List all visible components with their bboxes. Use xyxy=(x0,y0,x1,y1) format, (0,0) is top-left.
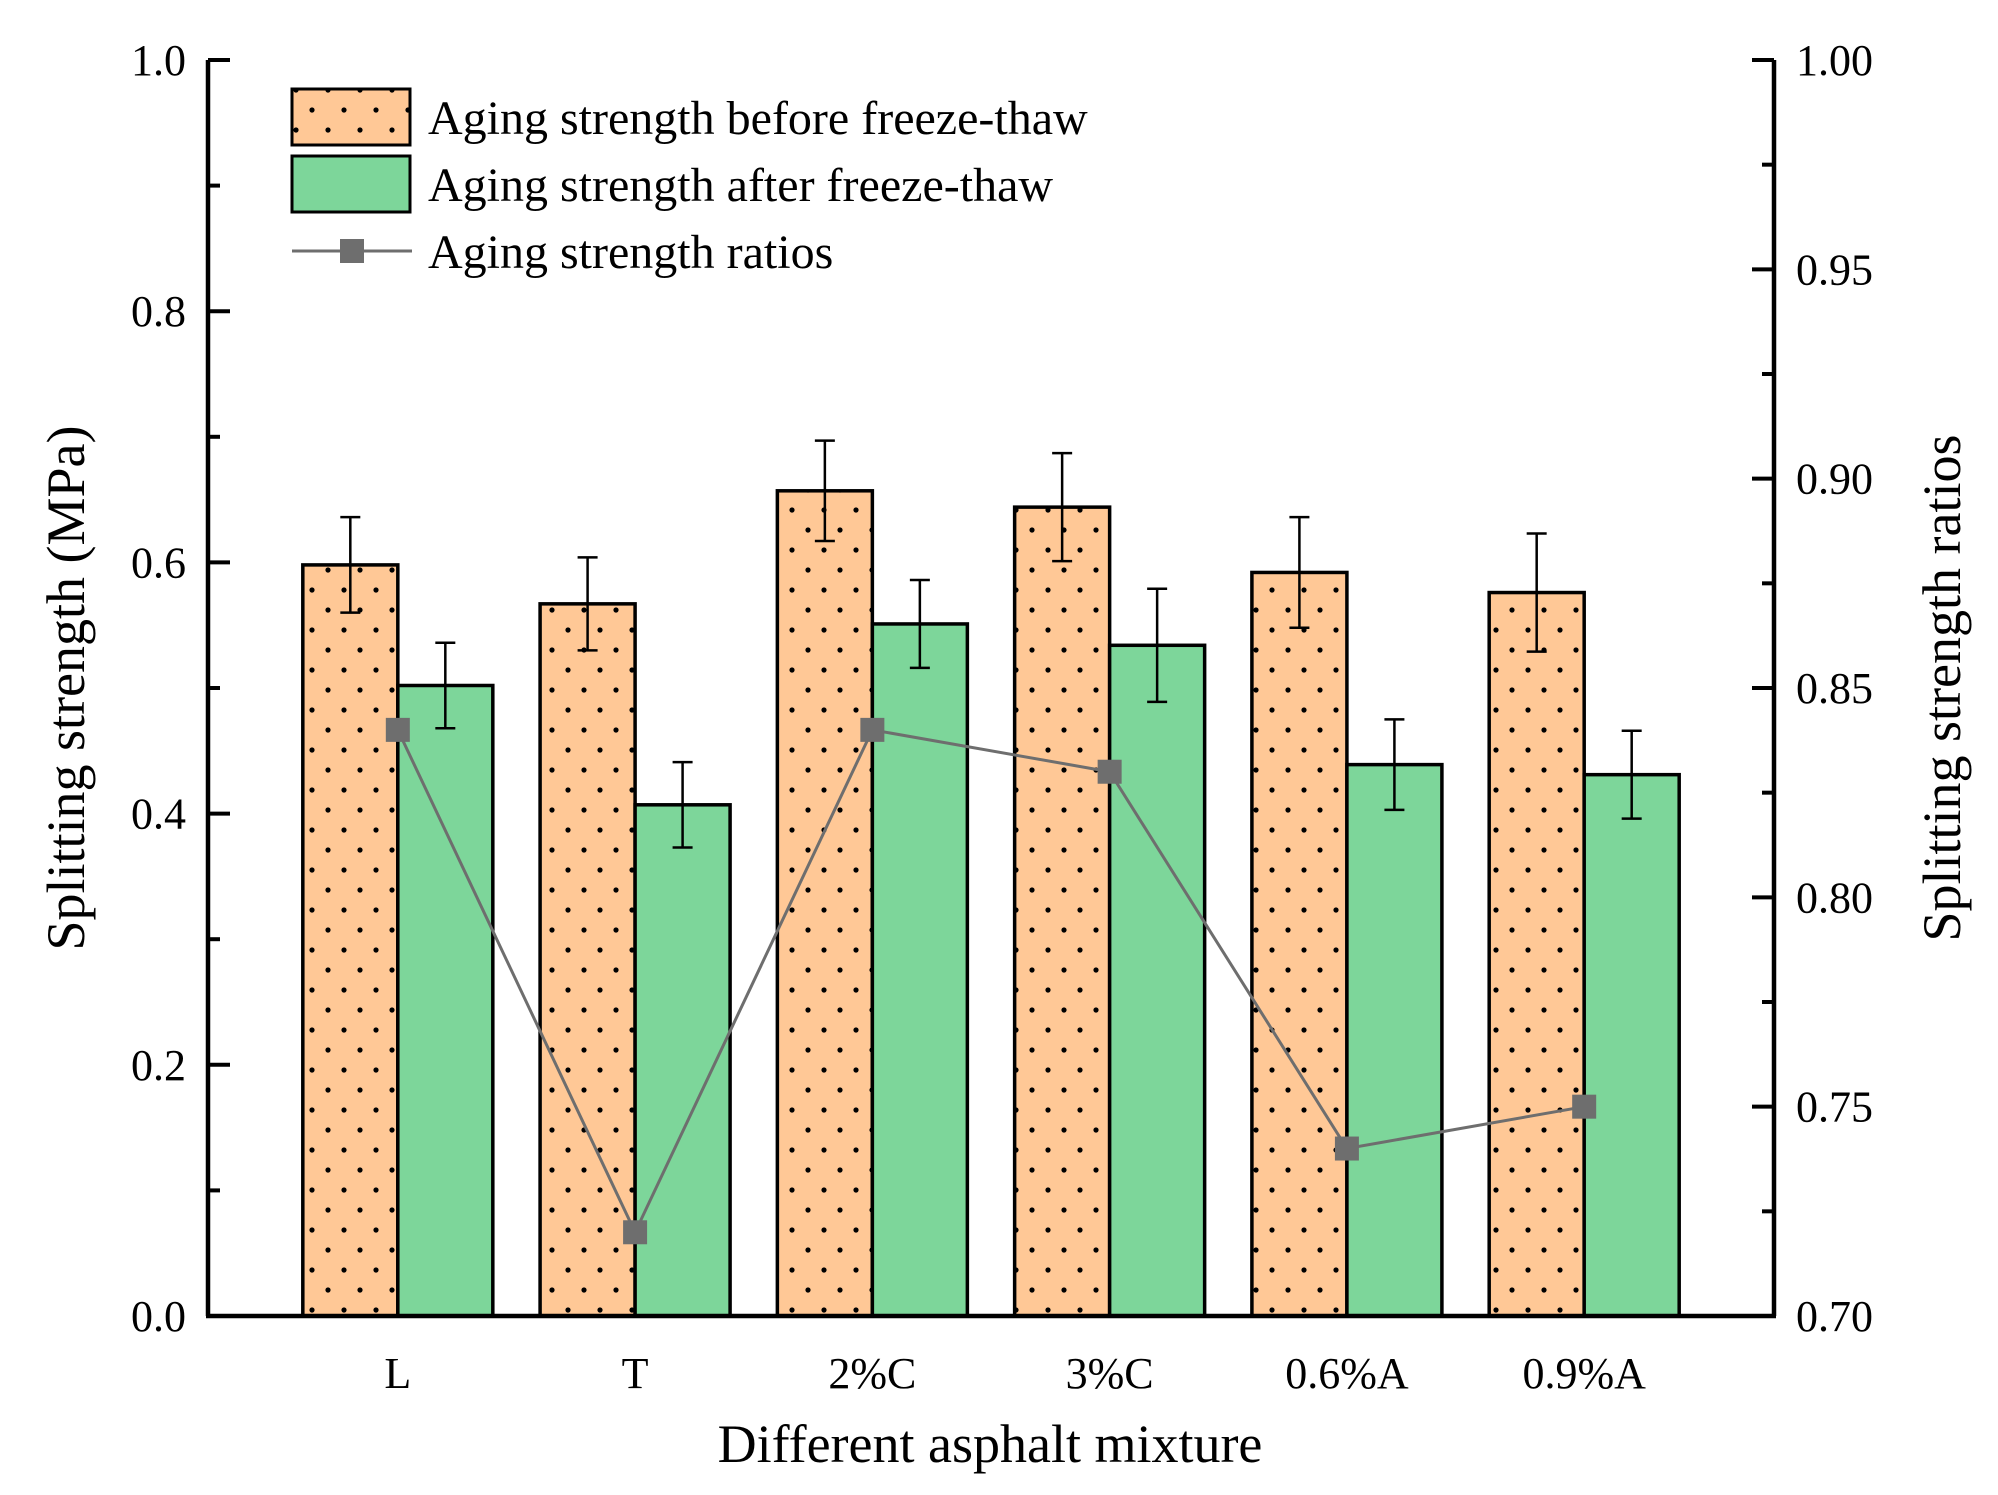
plot-area xyxy=(301,439,1681,1318)
legend-swatch-before xyxy=(290,87,412,147)
y-tick-label: 0.4 xyxy=(131,790,186,839)
x-axis-title: Different asphalt mixture xyxy=(718,1414,1263,1474)
left-y-axis-title: Splitting strength (MPa) xyxy=(36,426,96,951)
y-tick-label: 0.8 xyxy=(131,287,186,336)
ratio-line xyxy=(396,728,1585,1236)
bar-after xyxy=(1107,643,1207,1318)
x-tick-label: 0.6%A xyxy=(1285,1349,1409,1398)
legend-label-ratio: Aging strength ratios xyxy=(428,226,833,279)
ratio-point xyxy=(1572,1094,1597,1119)
ratio-point xyxy=(385,717,410,742)
legend: Aging strength before freeze-thaw Aging … xyxy=(290,87,1088,279)
y-tick-label: 1.0 xyxy=(131,36,186,85)
bar-before xyxy=(538,602,637,1318)
ratio-point xyxy=(1334,1136,1359,1161)
y2-tick-label: 0.80 xyxy=(1796,873,1873,922)
tick-labels: 0.0 0.2 0.4 0.6 0.8 1.0 0.70 0.75 0.80 0.85 0.90 0.… xyxy=(131,36,1873,1398)
x-tick-label: 3%C xyxy=(1066,1349,1154,1398)
bar-after xyxy=(1582,772,1681,1318)
y-tick-label: 0.2 xyxy=(131,1041,186,1090)
x-tick-label: 0.9%A xyxy=(1522,1349,1646,1398)
right-y-axis-title: Splitting strength ratios xyxy=(1912,435,1972,942)
y2-tick-label: 0.95 xyxy=(1796,245,1873,294)
x-tick-label: T xyxy=(622,1349,649,1398)
legend-label-before: Aging strength before freeze-thaw xyxy=(428,92,1088,145)
y-tick-label: 0.0 xyxy=(131,1292,186,1341)
ratio-point xyxy=(1097,759,1122,784)
legend-label-after: Aging strength after freeze-thaw xyxy=(428,159,1053,212)
x-tick-label: L xyxy=(384,1349,411,1398)
ratio-point xyxy=(623,1220,648,1245)
legend-ratio-marker xyxy=(340,239,364,263)
y2-tick-label: 0.90 xyxy=(1796,455,1873,504)
bar-after xyxy=(396,683,495,1318)
bar-before xyxy=(1012,505,1112,1318)
bar-before xyxy=(1250,570,1349,1318)
bar-after xyxy=(1345,762,1444,1318)
bar-before xyxy=(301,563,400,1318)
x-tick-label: 2%C xyxy=(828,1349,916,1398)
bar-after xyxy=(870,622,970,1318)
y2-tick-label: 1.00 xyxy=(1796,36,1873,85)
y2-tick-label: 0.70 xyxy=(1796,1292,1873,1341)
y2-tick-label: 0.75 xyxy=(1796,1083,1873,1132)
legend-swatch-after xyxy=(290,154,412,214)
ratio-point xyxy=(860,717,885,742)
bar-before xyxy=(1487,590,1586,1318)
y-tick-label: 0.6 xyxy=(131,538,186,587)
y2-tick-label: 0.85 xyxy=(1796,664,1873,713)
bar-after xyxy=(633,803,732,1318)
